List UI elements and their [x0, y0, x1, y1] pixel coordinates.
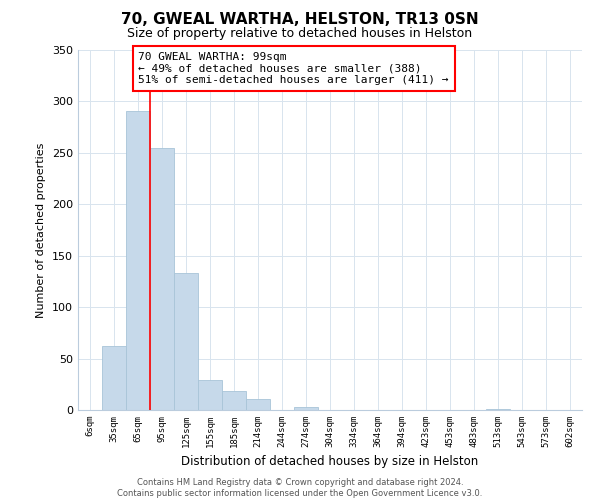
Bar: [126, 110, 150, 410]
Bar: [102, 346, 126, 410]
Text: 70, GWEAL WARTHA, HELSTON, TR13 0SN: 70, GWEAL WARTHA, HELSTON, TR13 0SN: [121, 12, 479, 28]
Bar: [486, 409, 510, 410]
Bar: [150, 148, 174, 410]
X-axis label: Distribution of detached houses by size in Helston: Distribution of detached houses by size …: [181, 456, 479, 468]
Bar: [294, 407, 318, 410]
Y-axis label: Number of detached properties: Number of detached properties: [37, 142, 46, 318]
Bar: [198, 380, 222, 410]
Text: 70 GWEAL WARTHA: 99sqm
← 49% of detached houses are smaller (388)
51% of semi-de: 70 GWEAL WARTHA: 99sqm ← 49% of detached…: [139, 52, 449, 85]
Bar: [174, 273, 198, 410]
Text: Contains HM Land Registry data © Crown copyright and database right 2024.
Contai: Contains HM Land Registry data © Crown c…: [118, 478, 482, 498]
Bar: [222, 392, 246, 410]
Text: Size of property relative to detached houses in Helston: Size of property relative to detached ho…: [127, 28, 473, 40]
Bar: [246, 398, 270, 410]
